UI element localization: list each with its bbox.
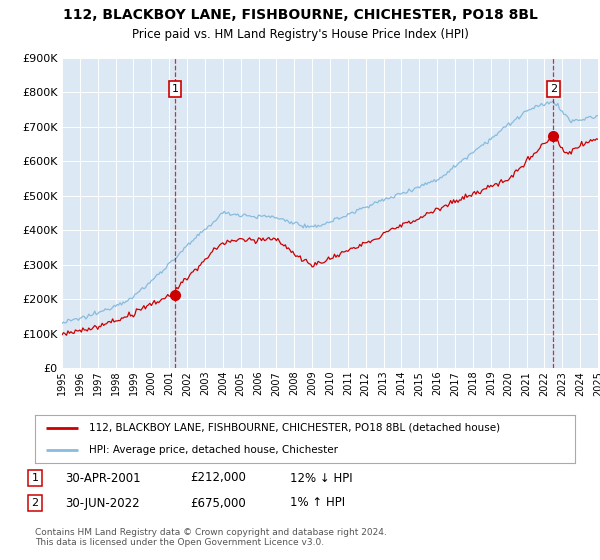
Text: £675,000: £675,000 xyxy=(190,497,246,510)
Text: 2: 2 xyxy=(31,498,38,508)
Text: 1: 1 xyxy=(172,84,179,94)
Text: 1% ↑ HPI: 1% ↑ HPI xyxy=(290,497,345,510)
Text: 30-JUN-2022: 30-JUN-2022 xyxy=(65,497,140,510)
Text: 1: 1 xyxy=(32,473,38,483)
Text: 30-APR-2001: 30-APR-2001 xyxy=(65,472,140,484)
Text: Price paid vs. HM Land Registry's House Price Index (HPI): Price paid vs. HM Land Registry's House … xyxy=(131,28,469,41)
Text: 2: 2 xyxy=(550,84,557,94)
Text: 112, BLACKBOY LANE, FISHBOURNE, CHICHESTER, PO18 8BL (detached house): 112, BLACKBOY LANE, FISHBOURNE, CHICHEST… xyxy=(89,423,500,433)
Text: £212,000: £212,000 xyxy=(190,472,246,484)
Text: HPI: Average price, detached house, Chichester: HPI: Average price, detached house, Chic… xyxy=(89,445,338,455)
Text: 12% ↓ HPI: 12% ↓ HPI xyxy=(290,472,353,484)
Text: 112, BLACKBOY LANE, FISHBOURNE, CHICHESTER, PO18 8BL: 112, BLACKBOY LANE, FISHBOURNE, CHICHEST… xyxy=(62,8,538,22)
Text: Contains HM Land Registry data © Crown copyright and database right 2024.
This d: Contains HM Land Registry data © Crown c… xyxy=(35,528,387,548)
